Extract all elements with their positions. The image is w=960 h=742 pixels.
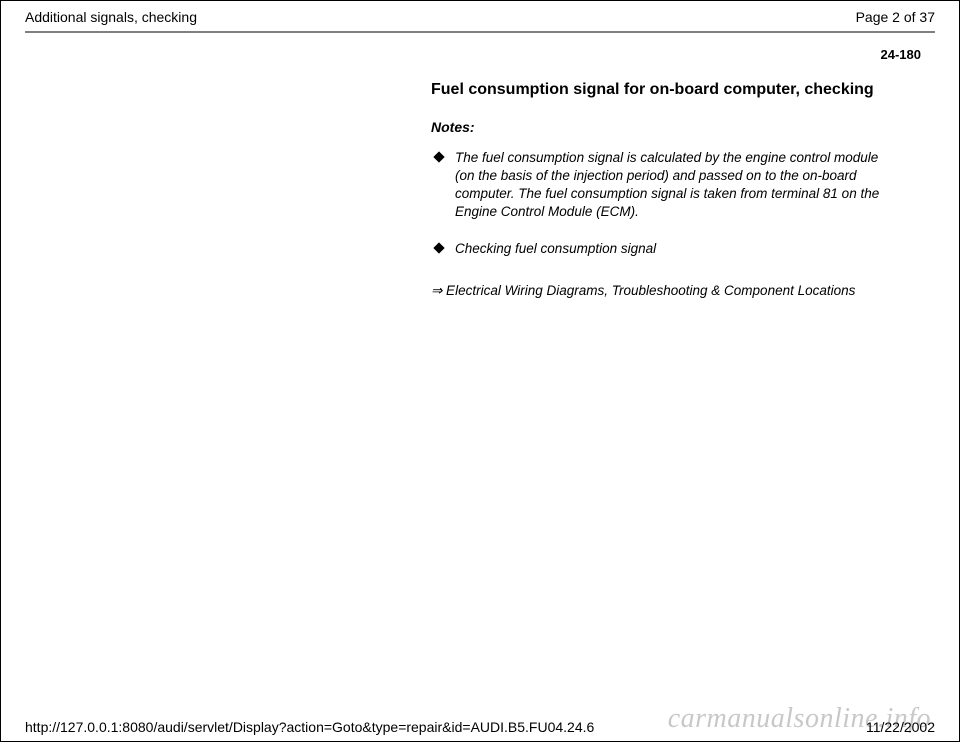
page-number: 24-180 [1,33,959,62]
footer-date: 11/22/2002 [866,719,935,735]
header-page-label: Page 2 of 37 [856,9,935,25]
bullet-diamond-icon [433,151,444,162]
content-area: Fuel consumption signal for on-board com… [431,80,889,300]
header-row: Additional signals, checking Page 2 of 3… [1,1,959,29]
footer-url: http://127.0.0.1:8080/audi/servlet/Displ… [25,719,594,735]
bullet-diamond-icon [433,242,444,253]
notes-label: Notes: [431,119,889,135]
note-item: Checking fuel consumption signal [431,240,889,258]
header-title: Additional signals, checking [25,9,197,25]
note-text: Checking fuel consumption signal [455,240,656,258]
section-title: Fuel consumption signal for on-board com… [431,80,889,101]
page-container: Additional signals, checking Page 2 of 3… [0,0,960,742]
reference-line: ⇒ Electrical Wiring Diagrams, Troublesho… [431,282,889,300]
note-text: The fuel consumption signal is calculate… [455,149,889,222]
footer-row: http://127.0.0.1:8080/audi/servlet/Displ… [25,719,935,735]
note-item: The fuel consumption signal is calculate… [431,149,889,222]
